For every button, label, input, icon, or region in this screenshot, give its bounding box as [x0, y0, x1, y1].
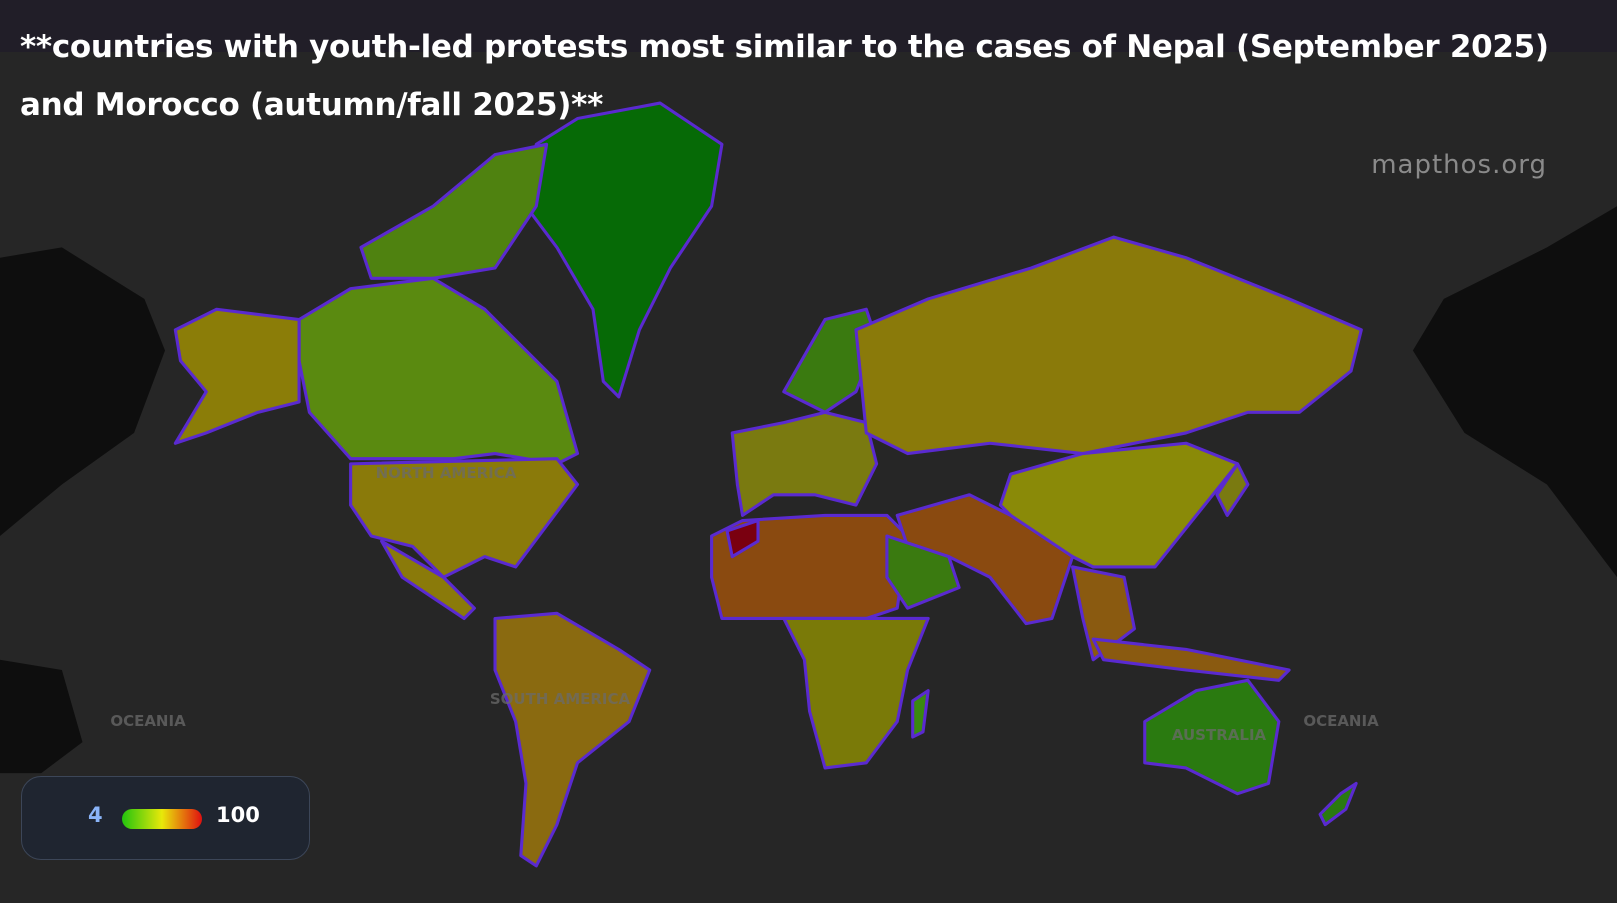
top-bar [0, 0, 1617, 52]
legend-gradient [122, 809, 202, 829]
continent-label: AUSTRALIA [1172, 726, 1267, 744]
continent-label: SOUTH AMERICA [490, 690, 631, 708]
legend-max: 100 [216, 803, 260, 827]
continent-label: OCEANIA [110, 712, 186, 730]
legend-min: 4 [88, 803, 103, 827]
legend: 4 100 [21, 776, 310, 860]
map-title: **countries with youth-led protests most… [20, 29, 1549, 123]
continent-label: OCEANIA [1303, 712, 1379, 730]
continent-label: NORTH AMERICA [376, 464, 517, 482]
watermark: mapthos.org [1371, 150, 1547, 180]
